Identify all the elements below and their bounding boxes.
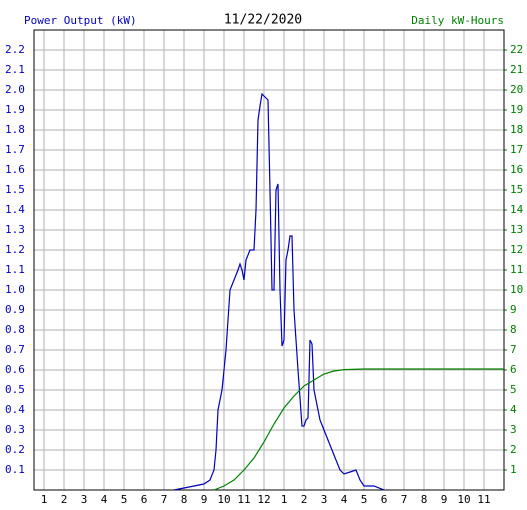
y2-tick-label: 20 bbox=[510, 83, 523, 96]
y-tick-label: 0.7 bbox=[5, 343, 25, 356]
y-tick-label: 0.6 bbox=[5, 363, 25, 376]
y2-tick-label: 13 bbox=[510, 223, 523, 236]
y2-tick-label: 21 bbox=[510, 63, 523, 76]
y-tick-label: 1.4 bbox=[5, 203, 25, 216]
x-tick-label: 2 bbox=[61, 493, 68, 506]
x-tick-label: 4 bbox=[101, 493, 108, 506]
y-tick-label: 0.4 bbox=[5, 403, 25, 416]
y2-tick-label: 18 bbox=[510, 123, 523, 136]
y-tick-label: 1.9 bbox=[5, 103, 25, 116]
y2-tick-label: 1 bbox=[510, 463, 517, 476]
x-tick-label: 2 bbox=[301, 493, 308, 506]
y-tick-label: 1.3 bbox=[5, 223, 25, 236]
y-tick-label: 0.9 bbox=[5, 303, 25, 316]
x-tick-label: 3 bbox=[81, 493, 88, 506]
x-tick-label: 8 bbox=[421, 493, 428, 506]
x-tick-label: 10 bbox=[457, 493, 470, 506]
x-tick-label: 4 bbox=[341, 493, 348, 506]
y-tick-label: 0.5 bbox=[5, 383, 25, 396]
y2-tick-label: 15 bbox=[510, 183, 523, 196]
x-tick-label: 8 bbox=[181, 493, 188, 506]
y-tick-label: 1.8 bbox=[5, 123, 25, 136]
x-tick-label: 11 bbox=[237, 493, 250, 506]
chart-title: 11/22/2020 bbox=[224, 13, 302, 28]
y-tick-label: 1.7 bbox=[5, 143, 25, 156]
y2-tick-label: 2 bbox=[510, 443, 517, 456]
y2-tick-label: 12 bbox=[510, 243, 523, 256]
y-tick-label: 1.5 bbox=[5, 183, 25, 196]
data-line bbox=[173, 92, 385, 491]
x-tick-label: 1 bbox=[41, 493, 48, 506]
x-tick-label: 1 bbox=[281, 493, 288, 506]
y2-tick-label: 3 bbox=[510, 423, 517, 436]
y-tick-label: 2.0 bbox=[5, 83, 25, 96]
y2-tick-label: 5 bbox=[510, 383, 517, 396]
data-line bbox=[213, 368, 504, 491]
y-tick-label: 1.1 bbox=[5, 263, 25, 276]
y-tick-label: 0.8 bbox=[5, 323, 25, 336]
y-tick-label: 0.3 bbox=[5, 423, 25, 436]
y2-tick-label: 9 bbox=[510, 303, 517, 316]
y-tick-label: 2.1 bbox=[5, 63, 25, 76]
x-tick-label: 7 bbox=[161, 493, 168, 506]
x-tick-label: 9 bbox=[441, 493, 448, 506]
x-tick-label: 10 bbox=[217, 493, 230, 506]
y2-tick-label: 6 bbox=[510, 363, 517, 376]
x-tick-label: 5 bbox=[121, 493, 128, 506]
x-tick-label: 11 bbox=[477, 493, 490, 506]
y2-tick-label: 8 bbox=[510, 323, 517, 336]
y-tick-label: 2.2 bbox=[5, 43, 25, 56]
y-tick-label: 0.2 bbox=[5, 443, 25, 456]
x-tick-label: 7 bbox=[401, 493, 408, 506]
right-axis-title: Daily kW-Hours bbox=[411, 14, 504, 27]
y-tick-label: 1.0 bbox=[5, 283, 25, 296]
y2-tick-label: 4 bbox=[510, 403, 517, 416]
left-axis-title: Power Output (kW) bbox=[24, 14, 137, 27]
y2-tick-label: 10 bbox=[510, 283, 523, 296]
y2-tick-label: 17 bbox=[510, 143, 523, 156]
y2-tick-label: 11 bbox=[510, 263, 523, 276]
y2-tick-label: 16 bbox=[510, 163, 523, 176]
x-tick-label: 6 bbox=[381, 493, 388, 506]
x-tick-label: 12 bbox=[257, 493, 270, 506]
x-tick-label: 3 bbox=[321, 493, 328, 506]
x-tick-label: 6 bbox=[141, 493, 148, 506]
plot-border bbox=[33, 29, 505, 491]
y-tick-label: 1.2 bbox=[5, 243, 25, 256]
x-tick-label: 9 bbox=[201, 493, 208, 506]
y-tick-label: 0.1 bbox=[5, 463, 25, 476]
y-tick-label: 1.6 bbox=[5, 163, 25, 176]
y2-tick-label: 22 bbox=[510, 43, 523, 56]
y2-tick-label: 19 bbox=[510, 103, 523, 116]
x-tick-label: 5 bbox=[361, 493, 368, 506]
y2-tick-label: 7 bbox=[510, 343, 517, 356]
y2-tick-label: 14 bbox=[510, 203, 524, 216]
